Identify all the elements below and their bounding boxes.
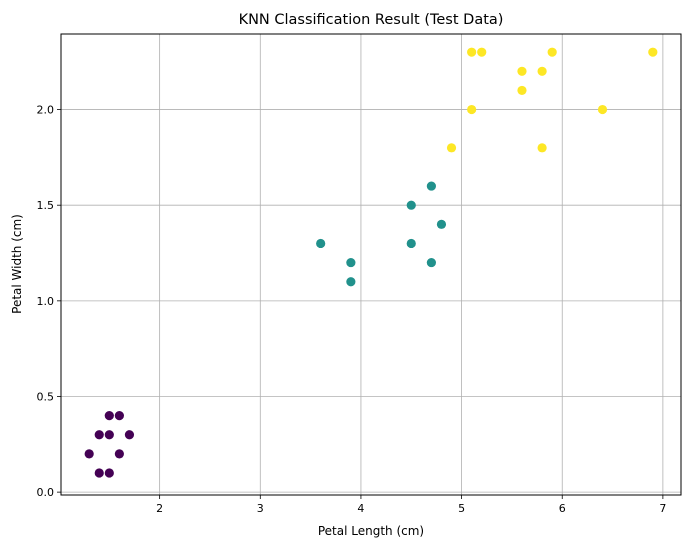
x-tick-label: 2 [156, 502, 163, 515]
data-point-class-0 [104, 411, 114, 421]
y-tick-label: 0.5 [37, 390, 55, 403]
data-point-class-0 [104, 430, 114, 440]
y-tick-label: 0.0 [37, 486, 55, 499]
data-point-class-2 [467, 47, 477, 57]
data-point-class-1 [346, 257, 356, 268]
data-point-class-0 [114, 449, 124, 459]
x-tick-label: 3 [257, 502, 264, 515]
data-point-class-2 [467, 104, 477, 115]
ticks-layer: 2 3 4 5 6 7 0.0 0.5 1.0 1.5 2.0 [37, 104, 667, 515]
data-point-class-0 [84, 449, 94, 459]
x-tick-label: 7 [659, 502, 666, 515]
data-point-class-2 [547, 47, 557, 57]
grid-layer [61, 34, 681, 495]
data-point-class-1 [316, 238, 326, 249]
plot-frame [60, 33, 682, 496]
x-axis-label: Petal Length (cm) [318, 524, 424, 538]
data-point-class-2 [477, 47, 487, 57]
data-point-class-1 [346, 277, 356, 287]
y-tick-label: 2.0 [37, 104, 55, 117]
chart-title: KNN Classification Result (Test Data) [239, 12, 504, 28]
data-point-class-2 [648, 47, 658, 57]
data-point-class-2 [537, 66, 547, 76]
y-axis-label: Petal Width (cm) [10, 214, 24, 314]
x-tick-label: 5 [458, 502, 465, 515]
points-layer [84, 47, 658, 478]
data-point-class-2 [517, 85, 527, 96]
data-point-class-2 [446, 143, 457, 153]
data-point-class-2 [597, 104, 608, 115]
y-tick-label: 1.5 [37, 199, 55, 212]
data-point-class-0 [94, 430, 104, 440]
data-point-class-1 [406, 200, 416, 210]
y-tick-label: 1.0 [37, 295, 55, 308]
x-tick-label: 6 [559, 502, 566, 515]
data-point-class-0 [114, 411, 124, 421]
data-point-class-1 [426, 257, 436, 268]
x-tick-label: 4 [357, 502, 364, 515]
data-point-class-0 [104, 468, 114, 478]
data-point-class-1 [426, 181, 436, 191]
data-point-class-1 [406, 238, 416, 249]
data-point-class-2 [517, 66, 527, 76]
data-point-class-0 [94, 468, 104, 478]
data-point-class-1 [436, 219, 447, 229]
data-point-class-0 [124, 430, 135, 440]
data-point-class-2 [537, 143, 547, 153]
